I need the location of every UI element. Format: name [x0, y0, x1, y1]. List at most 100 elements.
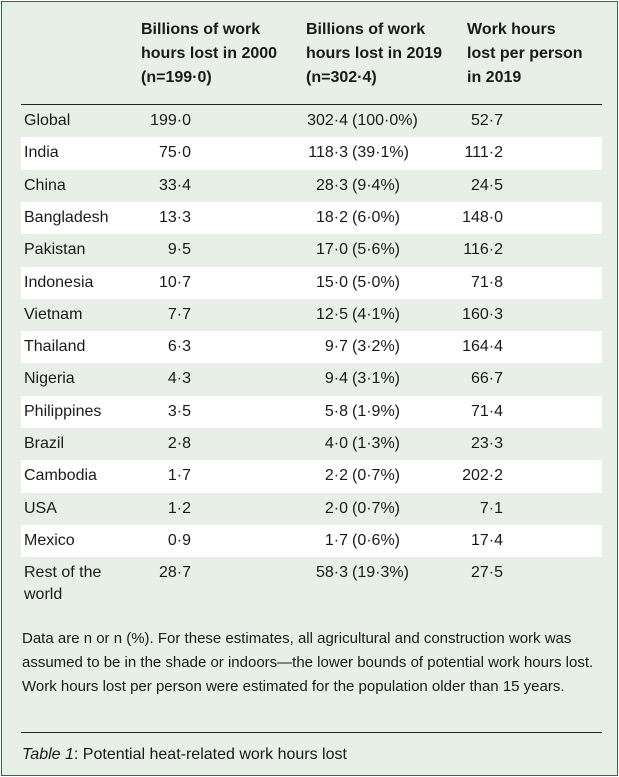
value-2019: 9·7 [324, 338, 348, 356]
country-cell: Philippines [24, 402, 102, 420]
table-row: Vietnam 7·7 12·5 (4·1%) 160·3 [21, 299, 602, 331]
header-line: Billions of work [141, 21, 261, 38]
country-cell: Nigeria [24, 370, 75, 388]
table-row: Global 199·0 302·4 (100·0%) 52·7 [21, 105, 602, 137]
percent-2019: (4·1%) [352, 305, 401, 323]
value-per-person: 148·0 [462, 208, 503, 226]
country-cell: India [24, 144, 59, 162]
header-line: in 2019 [467, 69, 522, 86]
country-cell: China [24, 176, 66, 194]
country-cell: Bangladesh [24, 208, 109, 226]
value-2000: 1·2 [167, 499, 191, 517]
percent-2019: (1·9%) [352, 402, 401, 420]
value-2019: 4·0 [324, 435, 348, 452]
table-row: Brazil 2·8 4·0 (1·3%) 23·3 [21, 428, 602, 460]
table-row: Bangladesh 13·3 18·2 (6·0%) 148·0 [21, 201, 602, 235]
percent-2019: (0·7%) [352, 467, 401, 485]
country-cell: Thailand [24, 338, 86, 356]
table-row: Nigeria 4·3 9·4 (3·1%) 66·7 [21, 363, 602, 395]
header-divider [21, 104, 602, 105]
value-2000: 28·7 [158, 564, 191, 581]
country-cell: Brazil [24, 435, 65, 452]
table-row-rest-of-world: Rest of the world 28·7 58·3 (19·3%) 27·5 [21, 557, 602, 613]
value-2019: 2·2 [324, 467, 348, 485]
value-2000: 4·3 [167, 370, 191, 388]
table-row: Mexico 0·9 1·7 (0·6%) 17·4 [21, 524, 602, 558]
value-per-person: 116·2 [463, 241, 503, 259]
country-cell: Vietnam [24, 305, 83, 323]
percent-2019: (5·0%) [352, 273, 401, 291]
footnote: Data are n or n (%). For these estimates… [22, 630, 594, 695]
country-cell: Rest of the [24, 564, 102, 581]
value-2019: 17·0 [315, 241, 348, 259]
header-2000: Billions of work hours lost in 2000 (n=1… [141, 18, 277, 90]
country-cell: USA [24, 499, 57, 517]
header-2019: Billions of work hours lost in 2019 (n=3… [306, 18, 442, 90]
table-caption: Table 1: Potential heat-related work hou… [22, 746, 347, 764]
country-cell: Cambodia [24, 467, 97, 485]
country-cell-line2: world [24, 586, 63, 603]
value-per-person: 111·2 [464, 144, 503, 162]
value-2000: 3·5 [167, 402, 191, 420]
header-line: lost per person [467, 45, 583, 62]
percent-2019: (9·4%) [352, 176, 401, 194]
value-2019: 58·3 [315, 564, 348, 581]
header-line: hours lost in 2000 [141, 45, 278, 62]
value-2000: 33·4 [158, 176, 191, 194]
value-2019: 118·3 [308, 144, 348, 162]
table-row: India 75·0 118·3 (39·1%) 111·2 [21, 137, 602, 170]
value-per-person: 164·4 [462, 338, 503, 356]
percent-2019: (100·0%) [352, 112, 418, 129]
value-2000: 7·7 [167, 305, 191, 323]
value-per-person: 24·5 [470, 176, 503, 194]
value-per-person: 7·1 [479, 499, 503, 517]
country-cell: Mexico [24, 531, 75, 549]
value-per-person: 52·7 [470, 112, 503, 129]
value-per-person: 66·7 [470, 370, 503, 388]
table-row: Cambodia 1·7 2·2 (0·7%) 202·2 [21, 460, 602, 493]
percent-2019: (39·1%) [352, 144, 409, 162]
value-2019: 15·0 [315, 273, 348, 291]
country-cell: Global [24, 112, 71, 129]
value-2019: 302·4 [307, 112, 348, 129]
table-row: USA 1·2 2·0 (0·7%) 7·1 [21, 493, 602, 525]
table-row: Pakistan 9·5 17·0 (5·6%) 116·2 [21, 234, 602, 266]
value-2019: 18·2 [315, 208, 348, 226]
value-2019: 2·0 [324, 499, 348, 517]
header-line: hours lost in 2019 [306, 45, 443, 62]
value-per-person: 71·4 [470, 402, 503, 420]
country-cell: Pakistan [24, 241, 86, 259]
country-cell: Indonesia [24, 273, 94, 291]
value-2019: 9·4 [324, 370, 348, 388]
percent-2019: (6·0%) [352, 208, 401, 226]
value-per-person: 160·3 [462, 305, 503, 323]
header-line: Billions of work [306, 21, 426, 38]
value-2000: 13·3 [158, 208, 191, 226]
table-row: Thailand 6·3 9·7 (3·2%) 164·4 [21, 331, 602, 364]
percent-2019: (3·2%) [352, 338, 401, 356]
header-line: (n=199·0) [141, 69, 212, 86]
value-2019: 12·5 [315, 305, 348, 323]
percent-2019: (5·6%) [352, 241, 401, 259]
value-2019: 1·7 [324, 531, 348, 549]
value-2000: 9·5 [167, 241, 191, 259]
percent-2019: (0·6%) [352, 531, 401, 549]
value-2000: 10·7 [158, 273, 191, 291]
percent-2019: (3·1%) [352, 370, 401, 388]
table-row: Philippines 3·5 5·8 (1·9%) 71·4 [21, 395, 602, 428]
percent-2019: (19·3%) [352, 564, 409, 581]
value-2000: 199·0 [150, 112, 191, 129]
value-2019: 28·3 [315, 176, 348, 194]
value-per-person: 17·4 [470, 531, 503, 549]
value-2000: 2·8 [167, 435, 191, 452]
value-per-person: 71·8 [470, 273, 503, 291]
header-line: (n=302·4) [306, 69, 377, 86]
header-per-person: Work hours lost per person in 2019 [467, 18, 583, 90]
percent-2019: (1·3%) [352, 435, 401, 452]
value-per-person: 23·3 [470, 435, 503, 452]
value-2000: 75·0 [158, 144, 191, 162]
value-2000: 1·7 [167, 467, 191, 485]
value-2000: 0·9 [167, 531, 191, 549]
value-per-person: 202·2 [462, 467, 503, 485]
